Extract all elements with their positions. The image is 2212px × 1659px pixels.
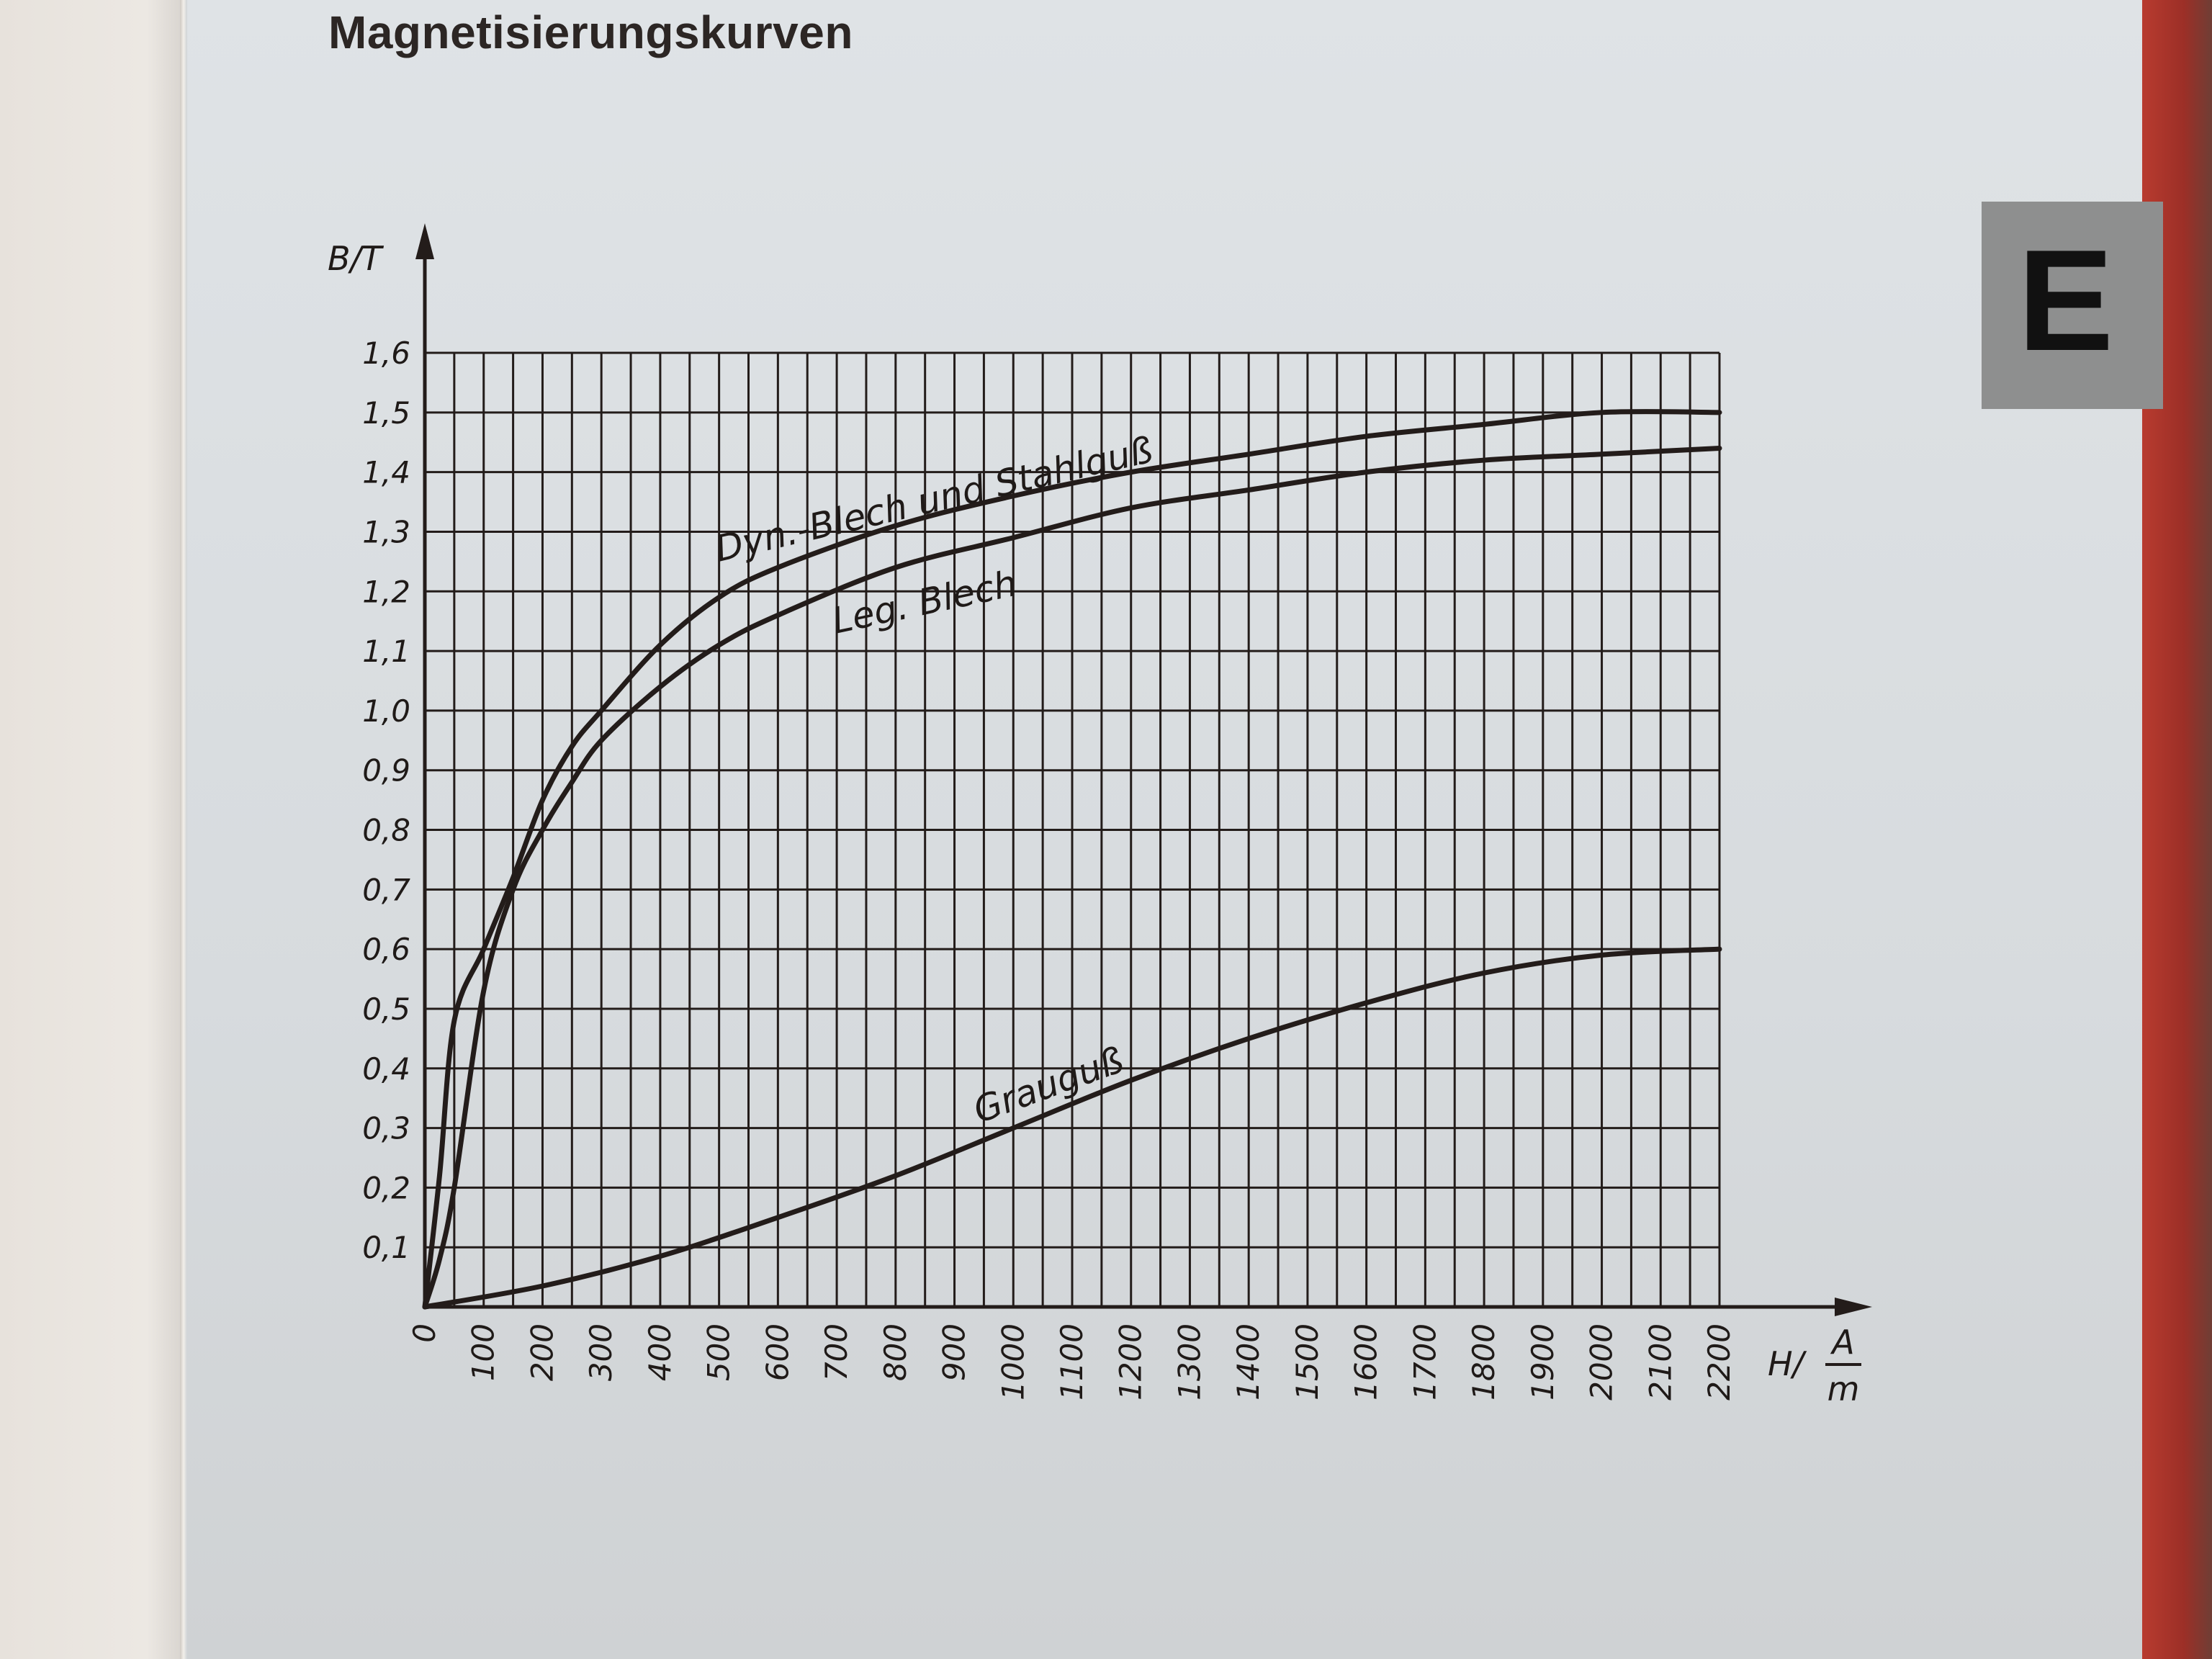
y-axis-arrow <box>415 223 434 259</box>
y-tick-label: 0,5 <box>362 992 410 1027</box>
x-tick-label: 500 <box>701 1323 737 1381</box>
x-axis-unit-denominator: m <box>1827 1370 1860 1408</box>
x-tick-label: 2200 <box>1701 1323 1737 1401</box>
section-tab: E <box>1982 202 2163 409</box>
x-tick-label: 600 <box>760 1323 795 1381</box>
y-tick-label: 0,2 <box>362 1170 410 1205</box>
y-tick-label: 0,7 <box>362 872 410 907</box>
x-tick-label: 1100 <box>1054 1323 1089 1401</box>
x-tick-label: 1500 <box>1290 1323 1325 1401</box>
y-tick-label: 0,8 <box>362 813 410 848</box>
x-tick-label: 900 <box>937 1323 972 1381</box>
x-tick-label: 2100 <box>1642 1323 1678 1401</box>
page-gutter <box>180 0 187 1659</box>
y-tick-label: 1,5 <box>362 395 410 431</box>
y-tick-label: 0,4 <box>362 1051 410 1087</box>
x-axis-arrow <box>1835 1298 1872 1316</box>
page-title: Magnetisierungskurven <box>328 6 853 58</box>
x-tick-label: 400 <box>642 1323 678 1381</box>
y-axis-label: B/T <box>328 239 385 278</box>
chart-axes <box>415 223 1872 1316</box>
y-tick-label: 1,4 <box>362 455 410 490</box>
x-tick-label: 1600 <box>1349 1323 1384 1401</box>
x-tick-label: 1700 <box>1407 1323 1442 1401</box>
y-tick-label: 1,0 <box>362 693 410 729</box>
y-tick-label: 1,6 <box>362 336 410 371</box>
x-tick-label: 1300 <box>1172 1323 1207 1401</box>
x-tick-label: 1900 <box>1525 1323 1560 1401</box>
x-tick-label: 1800 <box>1466 1323 1501 1401</box>
chart-grid <box>425 351 1721 1307</box>
y-tick-label: 0,6 <box>362 932 410 967</box>
x-tick-label: 300 <box>583 1323 619 1381</box>
series-label-grauguss: Grauguß <box>968 1039 1128 1132</box>
x-axis-unit-numerator: A <box>1830 1323 1854 1362</box>
series-curve-3 <box>422 946 1722 1310</box>
x-tick-label: 0 <box>407 1323 442 1343</box>
section-letter: E <box>2018 220 2114 381</box>
series-curve-1 <box>422 409 1722 1310</box>
x-tick-label: 800 <box>878 1323 913 1381</box>
x-tick-label: 700 <box>819 1323 854 1381</box>
x-tick-label: 1400 <box>1231 1323 1266 1401</box>
tick-labels: 0 100 200 300 400 500 600 700 800 900 1000 1100 1200… <box>362 336 1737 1401</box>
x-tick-label: 100 <box>466 1323 501 1381</box>
y-tick-label: 0,9 <box>362 753 410 788</box>
y-tick-label: 0,3 <box>362 1111 410 1146</box>
x-axis-label: H/ <box>1768 1344 1807 1383</box>
y-tick-label: 1,3 <box>362 514 410 549</box>
x-tick-label: 2000 <box>1584 1323 1619 1401</box>
x-tick-label: 1200 <box>1113 1323 1148 1401</box>
y-tick-label: 0,1 <box>362 1230 410 1265</box>
series-curve-2 <box>422 446 1722 1310</box>
series-curves <box>422 409 1722 1310</box>
y-tick-label: 1,1 <box>362 634 410 669</box>
y-tick-label: 1,2 <box>362 574 410 609</box>
x-tick-label: 1000 <box>995 1323 1030 1401</box>
x-tick-label: 200 <box>524 1323 559 1381</box>
left-page <box>0 0 184 1659</box>
